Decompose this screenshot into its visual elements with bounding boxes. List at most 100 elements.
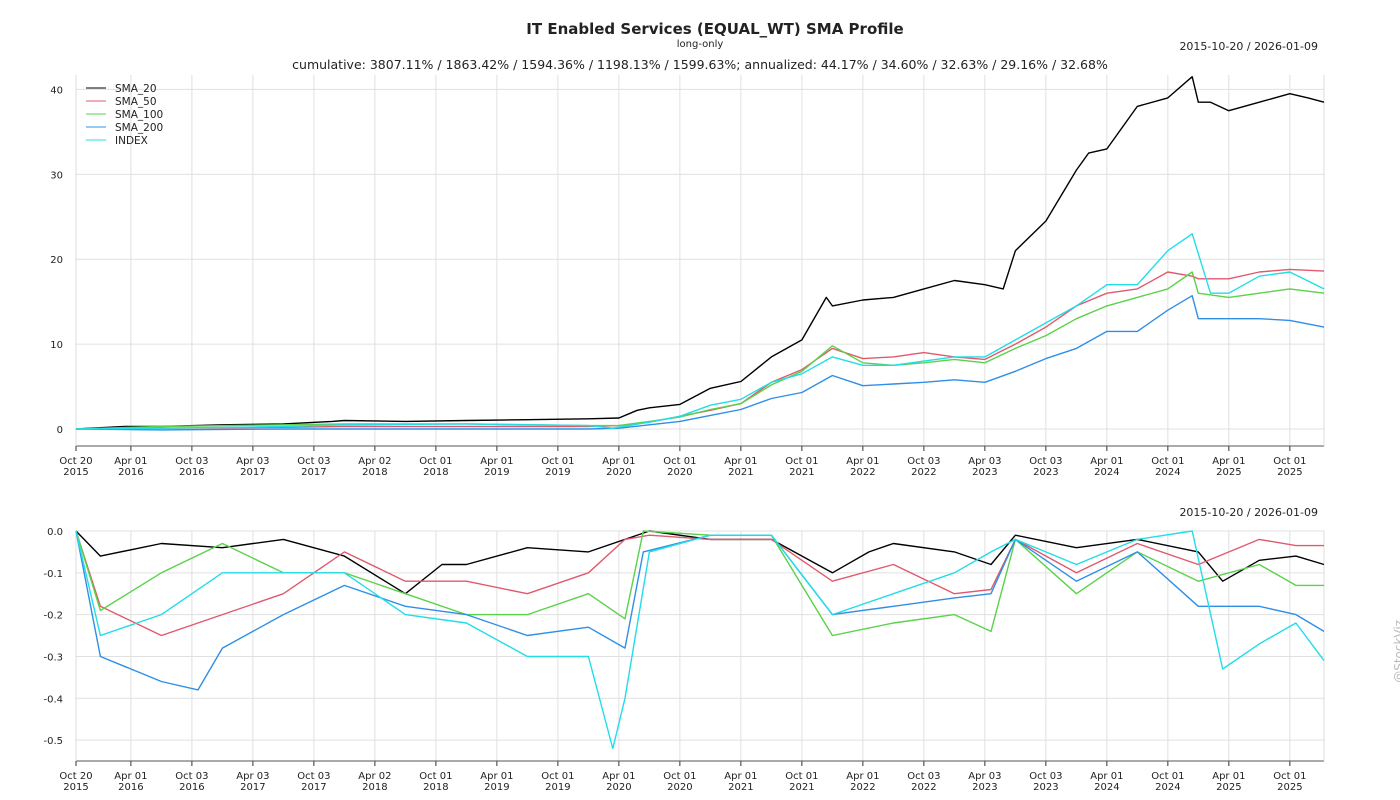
x-tick-label: 2021: [728, 467, 753, 478]
x-tick-label: 2020: [606, 467, 631, 478]
legend-label: SMA_200: [115, 122, 163, 134]
x-tick-label: Oct 20: [59, 456, 92, 467]
x-tick-label: Apr 03: [968, 456, 1001, 467]
x-tick-label: 2020: [667, 467, 692, 478]
y-tick-label: 0: [57, 425, 63, 436]
legend-label: SMA_20: [115, 83, 157, 95]
y-tick-label: 40: [50, 85, 63, 96]
x-tick-label: 2023: [972, 782, 997, 793]
x-tick-label: Oct 01: [541, 771, 574, 782]
x-tick-label: 2019: [545, 782, 570, 793]
y-tick-label: 30: [50, 170, 63, 181]
x-tick-label: 2019: [484, 467, 509, 478]
x-tick-label: Oct 20: [59, 771, 92, 782]
x-tick-label: 2017: [301, 467, 326, 478]
x-tick-label: 2018: [362, 467, 387, 478]
y-tick-label: 20: [50, 255, 63, 266]
series-line-index: [75, 530, 1325, 750]
y-tick-label: 10: [50, 340, 63, 351]
x-tick-label: Oct 01: [541, 456, 574, 467]
series-line-sma_100: [75, 530, 1324, 637]
x-tick-label: Apr 01: [1212, 771, 1245, 782]
series-line-sma_100: [75, 271, 1325, 430]
x-tick-label: Apr 01: [724, 456, 757, 467]
x-tick-label: Oct 01: [419, 771, 452, 782]
x-tick-label: Oct 01: [419, 456, 452, 467]
x-tick-label: Oct 03: [175, 456, 208, 467]
x-tick-label: Oct 03: [1029, 771, 1062, 782]
x-tick-label: Oct 03: [907, 456, 940, 467]
x-tick-label: Oct 03: [175, 771, 208, 782]
x-tick-label: Oct 01: [1273, 771, 1306, 782]
x-tick-label: 2021: [789, 782, 814, 793]
y-tick-label: -0.2: [43, 611, 63, 622]
x-tick-label: 2016: [118, 782, 143, 793]
x-tick-label: 2015: [63, 467, 88, 478]
x-tick-label: 2018: [423, 467, 448, 478]
x-tick-label: Apr 01: [602, 771, 635, 782]
x-tick-label: Apr 01: [1090, 456, 1123, 467]
x-tick-label: 2016: [179, 467, 204, 478]
x-tick-label: Apr 01: [724, 771, 757, 782]
x-tick-label: 2022: [911, 782, 936, 793]
x-tick-label: Apr 02: [358, 456, 391, 467]
x-tick-label: Apr 01: [602, 456, 635, 467]
y-tick-label: -0.1: [43, 569, 63, 580]
series-line-sma_200: [75, 530, 1325, 691]
legend-label: SMA_50: [115, 96, 157, 108]
series-line-sma_200: [75, 295, 1325, 431]
x-tick-label: 2018: [423, 782, 448, 793]
x-tick-label: Apr 01: [114, 771, 147, 782]
x-tick-label: Oct 01: [1151, 456, 1184, 467]
y-tick-label: -0.4: [43, 694, 63, 705]
x-tick-label: 2022: [850, 782, 875, 793]
series-line-sma_50: [75, 530, 1324, 637]
return-stats: cumulative: 3807.11% / 1863.42% / 1594.3…: [292, 57, 1108, 72]
x-tick-label: Oct 01: [663, 771, 696, 782]
date-range-bottom: 2015-10-20 / 2026-01-09: [1179, 506, 1318, 519]
legend-label: INDEX: [115, 135, 148, 147]
legend-label: SMA_100: [115, 109, 163, 121]
x-tick-label: Oct 01: [1273, 456, 1306, 467]
x-tick-label: 2016: [179, 782, 204, 793]
x-tick-label: Apr 01: [1212, 456, 1245, 467]
x-tick-label: 2024: [1155, 782, 1180, 793]
x-tick-label: Apr 03: [968, 771, 1001, 782]
x-tick-label: Oct 01: [663, 456, 696, 467]
x-tick-label: 2017: [240, 782, 265, 793]
x-tick-label: 2023: [972, 467, 997, 478]
x-tick-label: 2017: [240, 467, 265, 478]
x-tick-label: 2017: [301, 782, 326, 793]
series-line-index: [75, 233, 1325, 430]
x-tick-label: Apr 03: [236, 456, 269, 467]
x-tick-label: Apr 01: [1090, 771, 1123, 782]
x-tick-label: Apr 01: [480, 456, 513, 467]
x-tick-label: Oct 03: [907, 771, 940, 782]
date-range-top: 2015-10-20 / 2026-01-09: [1179, 40, 1318, 53]
x-tick-label: 2023: [1033, 467, 1058, 478]
x-tick-label: Apr 01: [114, 456, 147, 467]
x-tick-label: 2019: [545, 467, 570, 478]
x-tick-label: 2015: [63, 782, 88, 793]
x-tick-label: 2018: [362, 782, 387, 793]
y-tick-label: 0.0: [47, 527, 63, 538]
x-tick-label: Apr 01: [480, 771, 513, 782]
x-tick-label: 2025: [1216, 782, 1241, 793]
x-tick-label: 2024: [1094, 782, 1119, 793]
x-tick-label: 2025: [1277, 467, 1302, 478]
x-tick-label: 2023: [1033, 782, 1058, 793]
x-tick-label: Oct 03: [1029, 456, 1062, 467]
x-tick-label: Oct 03: [297, 456, 330, 467]
x-tick-label: Oct 03: [297, 771, 330, 782]
x-tick-label: Apr 01: [846, 456, 879, 467]
series-line-sma_20: [75, 75, 1325, 430]
x-tick-label: Apr 01: [846, 771, 879, 782]
x-tick-label: 2024: [1155, 467, 1180, 478]
chart-subtitle: long-only: [676, 39, 724, 50]
x-tick-label: 2020: [667, 782, 692, 793]
